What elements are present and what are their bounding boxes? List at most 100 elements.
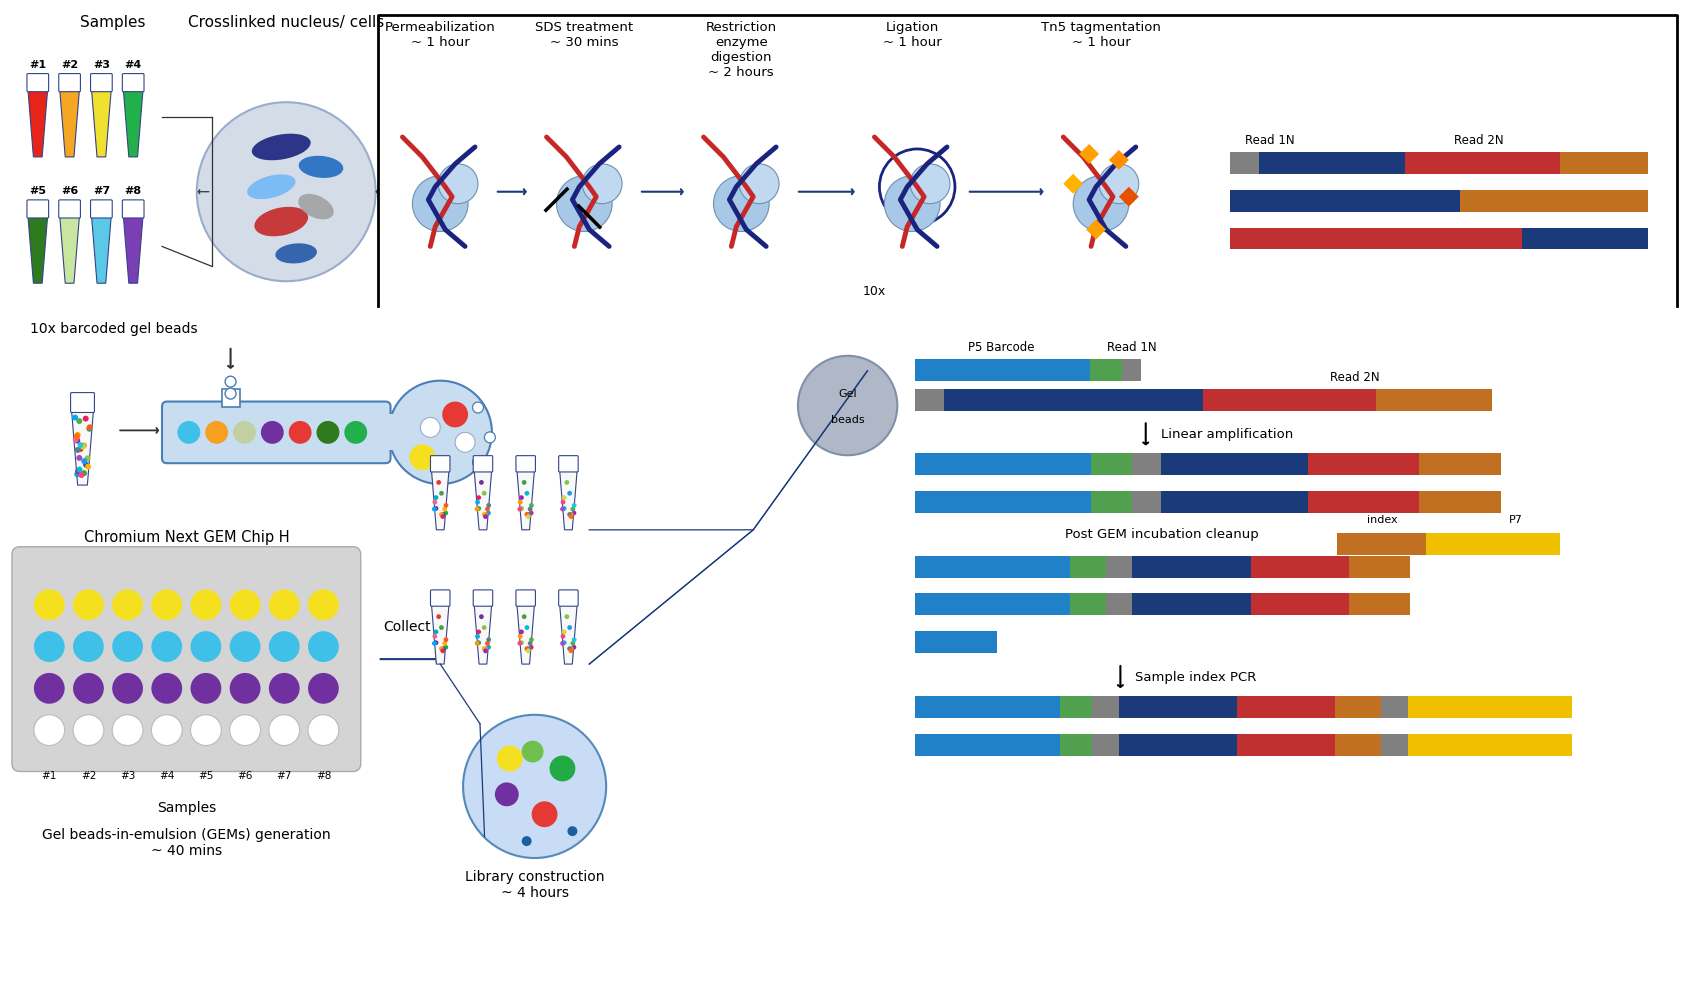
FancyBboxPatch shape [90,74,112,92]
Polygon shape [71,410,94,485]
Circle shape [481,491,486,496]
Circle shape [112,631,143,662]
Circle shape [481,646,486,651]
Circle shape [496,746,522,771]
FancyBboxPatch shape [12,547,360,771]
Bar [1377,389,1491,410]
Text: beads: beads [831,415,864,425]
Circle shape [561,495,566,500]
Text: #2: #2 [80,771,97,781]
Circle shape [73,631,104,662]
Circle shape [269,673,299,704]
Text: Read 2N: Read 2N [1454,134,1503,147]
Text: #4: #4 [124,60,141,70]
Circle shape [269,631,299,662]
Ellipse shape [298,194,333,219]
Circle shape [177,421,201,444]
Text: 10x barcoded gel beads: 10x barcoded gel beads [31,322,197,336]
Bar [1420,453,1501,475]
Circle shape [80,444,87,450]
Text: Linear amplification: Linear amplification [1161,428,1294,441]
Text: Gel beads-in-emulsion (GEMs) generation
~ 40 mins: Gel beads-in-emulsion (GEMs) generation … [42,828,332,858]
FancyBboxPatch shape [430,590,451,606]
Circle shape [76,467,83,473]
Bar [944,389,1204,410]
Polygon shape [1086,220,1107,239]
Circle shape [571,511,576,515]
Circle shape [462,715,607,858]
Circle shape [571,637,576,642]
Circle shape [444,637,449,642]
Circle shape [568,514,573,519]
Circle shape [34,589,65,620]
Text: Crosslinked nucleus/ cells: Crosslinked nucleus/ cells [189,15,384,30]
Bar [221,389,240,407]
Text: Gel: Gel [838,389,857,399]
Bar [1435,152,1561,174]
Circle shape [525,648,530,653]
Circle shape [439,625,444,630]
Ellipse shape [246,174,296,199]
Text: #5: #5 [199,771,214,781]
Circle shape [568,826,578,836]
Circle shape [479,480,484,485]
Bar [1251,556,1272,578]
Circle shape [413,176,468,232]
Circle shape [78,442,83,448]
Text: #8: #8 [316,771,332,781]
Text: #7: #7 [94,186,110,196]
Bar [1460,190,1647,212]
Circle shape [308,631,338,662]
Text: Read 2N: Read 2N [1329,371,1380,384]
Circle shape [476,634,479,639]
Circle shape [308,673,338,704]
Bar [1069,593,1107,615]
Circle shape [476,629,481,634]
Circle shape [483,512,488,517]
Circle shape [75,471,80,477]
Bar [1256,696,1336,718]
Circle shape [561,629,566,634]
Polygon shape [559,470,578,530]
Ellipse shape [299,156,343,178]
Bar [1307,491,1331,513]
Text: Post GEM incubation cleanup: Post GEM incubation cleanup [1064,528,1258,541]
Circle shape [112,589,143,620]
Polygon shape [124,216,143,283]
Circle shape [481,512,486,517]
Circle shape [484,432,495,443]
Bar [1348,593,1411,615]
Circle shape [85,455,90,461]
Circle shape [440,512,445,517]
Circle shape [308,589,338,620]
Circle shape [486,503,491,508]
Circle shape [316,421,340,444]
Circle shape [389,381,491,484]
Circle shape [473,457,483,468]
Circle shape [568,491,571,496]
Circle shape [561,634,566,639]
Bar [1161,453,1307,475]
Polygon shape [517,470,534,530]
Circle shape [82,442,87,448]
Circle shape [440,646,445,651]
Circle shape [525,491,529,496]
Text: 10x: 10x [862,285,886,298]
Circle shape [434,640,439,645]
Circle shape [230,715,260,746]
Polygon shape [474,604,491,664]
Bar [1132,453,1161,475]
Text: Library construction
~ 4 hours: Library construction ~ 4 hours [464,870,605,900]
Circle shape [476,506,481,511]
Circle shape [308,715,338,746]
Ellipse shape [255,207,308,236]
Circle shape [1073,176,1129,232]
Circle shape [474,641,479,646]
Bar [1338,533,1426,555]
Circle shape [87,424,94,430]
Bar [915,556,1069,578]
Circle shape [233,421,257,444]
Circle shape [486,645,491,650]
Circle shape [439,512,444,517]
Circle shape [529,511,534,515]
